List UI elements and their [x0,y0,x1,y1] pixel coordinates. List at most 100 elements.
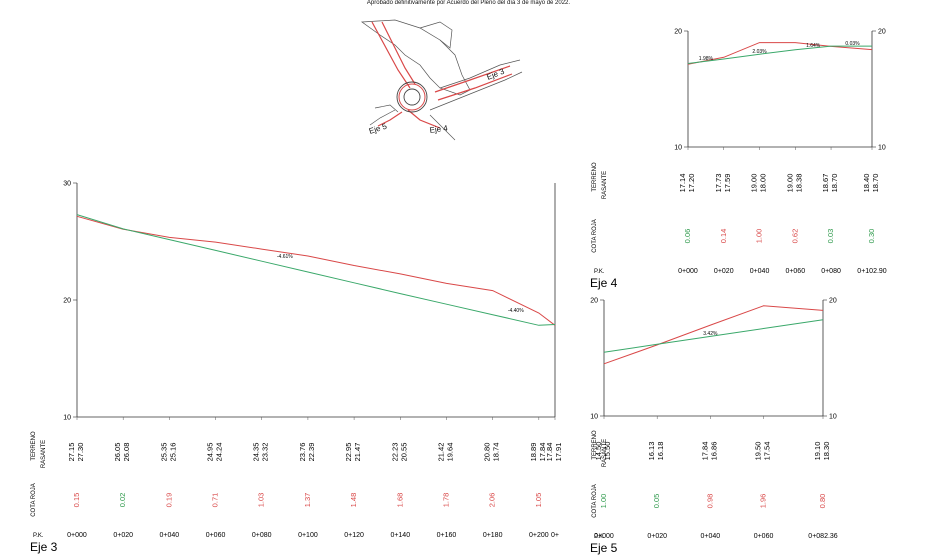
row-label-pk: P.K. [33,533,44,539]
terreno-line [687,42,873,65]
pk-label: 0+060 [754,533,774,540]
pk-label: 0+120 [344,532,364,539]
rasante-value: 23.32 [261,443,270,462]
terreno-value: 19.50 [754,442,763,461]
rasante-value: 18.00 [759,174,768,193]
rasante-value: 17.54 [763,442,772,461]
cota-roja-value: 0.19 [164,493,173,508]
pk-label: 0+160 [437,532,457,539]
profile-title: Eje 3 [30,540,58,554]
terreno-value: 18.40 [862,174,871,193]
pk-label: 0+040 [160,532,180,539]
pk-label: 0+200 [529,532,549,539]
slope-label: 1.64% [806,43,821,49]
rasante-value: 17.84 [538,443,547,462]
cota-roja-value: 1.00 [755,229,764,244]
rasante-value: 20.55 [399,443,408,462]
rasante-value: 18.74 [492,443,501,462]
pk-label: 0+082.36 [808,533,837,540]
rasante-value: 17.20 [687,174,696,193]
rasante-value: 18.70 [830,174,839,193]
row-label-rasante: RASANTE [602,439,608,467]
pk-label: 0+ [551,532,559,539]
slope-label: 3.42% [703,331,718,337]
pk-label: 0+060 [206,532,226,539]
map-label-eje4: Eje 4 [429,123,449,135]
profile-eje5: 10 10 20 20 3.42% TERRENO RASANTE COTA ROJA P.K.… [590,298,838,556]
cota-roja-value: 0.71 [211,493,220,508]
rasante-value: 16.86 [709,442,718,461]
rasante-value: 25.16 [168,443,177,462]
pk-label: 0+000 [678,268,698,275]
terreno-value: 14.50 [594,442,603,461]
row-label-terreno: TERRENO [592,430,598,460]
terreno-value: 25.35 [159,443,168,462]
rasante-value: 17.59 [723,174,732,193]
rasante-line [687,45,872,64]
profile-eje4: 10 10 20 20 1.98% 2.03% 1.64% 0.03% TERRENO RASAN… [590,29,887,291]
terreno-value: 17.73 [714,174,723,193]
pk-label: 0+020 [647,533,667,540]
terreno-value: 23.76 [298,443,307,462]
cota-roja-value: 1.03 [257,493,266,508]
slope-label: 2.03% [752,49,767,55]
longitudinal-profiles: 10 20 30 -4.61% -4.40% TERRENO RASANTE COTA ROJ… [30,29,887,556]
cota-roja-value: 1.05 [534,493,543,508]
rasante-value: 27.30 [76,443,85,462]
terreno-value: 24.35 [252,443,261,462]
y-tick-label: 10 [63,415,71,422]
cota-roja-value: 0.98 [705,494,714,509]
terreno-value: 19.10 [813,442,822,461]
y-tick-label-right: 20 [829,298,837,305]
terreno-line [603,305,824,365]
slope-label: -4.61% [277,254,293,260]
cota-roja-value: 0.62 [790,229,799,244]
slope-label: 1.98% [699,56,714,62]
pk-label: 0+100 [298,532,318,539]
pk-label: 0+040 [750,268,770,275]
y-tick-label: 20 [674,29,682,36]
rasante-value: 26.08 [122,443,131,462]
cota-roja-value: 1.37 [303,493,312,508]
terreno-value: 17.14 [678,174,687,193]
profile-eje3: 10 20 30 -4.61% -4.40% TERRENO RASANTE COTA ROJ… [30,181,563,555]
profile-title: Eje 5 [590,541,618,555]
cota-roja-value: 1.96 [759,494,768,509]
terreno-value: 21.42 [436,443,445,462]
pk-label: 0+000 [67,532,87,539]
pk-label: 0+102.90 [857,268,886,275]
cota-roja-value: 1.68 [395,493,404,508]
terreno-value: 27.15 [67,443,76,462]
cota-roja-value: 0.14 [719,229,728,244]
pk-label: 0+180 [483,532,503,539]
terreno-value: 22.95 [344,443,353,462]
cota-roja-value: 1.78 [441,493,450,508]
y-tick-label: 20 [63,298,71,305]
rasante-line [603,319,824,353]
y-tick-label: 10 [674,145,682,152]
y-tick-label-right: 10 [829,414,837,421]
terreno-value: 17.84 [700,442,709,461]
profile-title: Eje 4 [590,276,618,290]
row-label-cota-roja: COTA ROJA [592,484,598,518]
rasante-value: 15.50 [603,442,612,461]
y-tick-label: 30 [63,181,71,188]
y-tick-label: 10 [590,414,598,421]
terreno-value: 18.89 [529,443,538,462]
approval-header: Aprobado definitivamente por Acuerdo del… [366,0,571,6]
cota-roja-value: 0.06 [683,229,692,244]
terreno-line [76,215,556,326]
cota-roja-value: 1.00 [599,494,608,509]
y-tick-label-right: 20 [878,29,886,36]
location-key-map: Eje 3 Eje 4 Eje 5 [361,19,523,141]
rasante-value: 19.64 [445,443,454,462]
row-label-rasante: RASANTE [602,171,608,199]
pk-label: 0+020 [113,532,133,539]
row-label-rasante: RASANTE [41,440,47,468]
cota-roja-value: 0.30 [867,229,876,244]
terreno-value: 17.84 [545,443,554,462]
row-label-pk: P.K. [594,534,605,540]
map-label-eje5: Eje 5 [368,122,389,136]
terreno-value: 16.13 [647,442,656,461]
